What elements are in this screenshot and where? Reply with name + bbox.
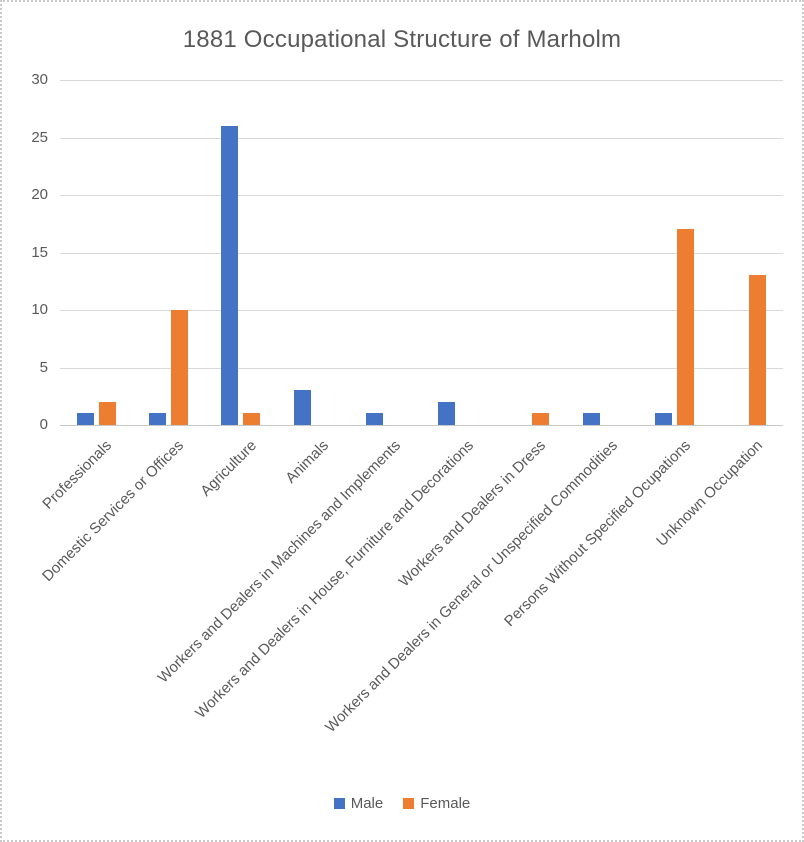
y-axis-tick-label: 30 [31, 71, 48, 88]
gridline [60, 137, 783, 139]
y-axis-tick-label: 5 [39, 358, 48, 376]
bar-male-1 [77, 413, 94, 425]
gridline [60, 195, 783, 196]
gridline [60, 310, 783, 311]
x-axis-category-label: Workers and Dealers in Dress [395, 437, 549, 591]
x-axis-category-label: Workers and Dealers in Machines and Impl… [154, 437, 405, 687]
gridline [60, 252, 783, 254]
y-axis-tick-label: 10 [31, 301, 48, 318]
legend-label: Female [420, 795, 471, 812]
legend-label: Male [350, 795, 384, 812]
legend-swatch-icon [333, 798, 345, 809]
y-axis-tick-label: 20 [31, 186, 48, 203]
x-axis-category-label: Workers and Dealers in General or Unspec… [322, 437, 622, 736]
legend: Male Female [2, 795, 802, 812]
legend-item-female: Female [403, 795, 470, 812]
y-axis-tick-label: 0 [39, 416, 48, 433]
x-axis-category-label: Persons Without Specified Ocupations [500, 437, 694, 631]
bar-female-7 [532, 413, 549, 425]
legend-swatch-icon [403, 798, 415, 809]
bar-female-2 [171, 310, 188, 425]
x-axis-category-label: Unknown Occupation [653, 437, 766, 550]
bar-male-2 [149, 413, 166, 425]
x-axis-line [60, 425, 783, 426]
bar-female-9 [677, 229, 694, 425]
bar-male-6 [438, 402, 455, 425]
y-axis-tick-label: 15 [31, 243, 48, 261]
bar-male-9 [655, 413, 672, 425]
gridline [60, 80, 783, 81]
bar-female-3 [243, 413, 260, 425]
bar-male-3 [221, 126, 238, 425]
legend-item-male: Male [333, 795, 384, 812]
y-axis-tick-label: 25 [31, 128, 48, 146]
gridline [60, 367, 783, 369]
chart-title: 1881 Occupational Structure of Marholm [182, 26, 622, 53]
bar-male-5 [366, 413, 383, 425]
bar-female-1 [99, 402, 116, 425]
x-axis-category-label: Workers and Dealers in House, Furniture … [191, 437, 477, 722]
bar-male-8 [583, 413, 600, 425]
bar-male-4 [294, 390, 311, 425]
bar-female-10 [749, 275, 766, 425]
